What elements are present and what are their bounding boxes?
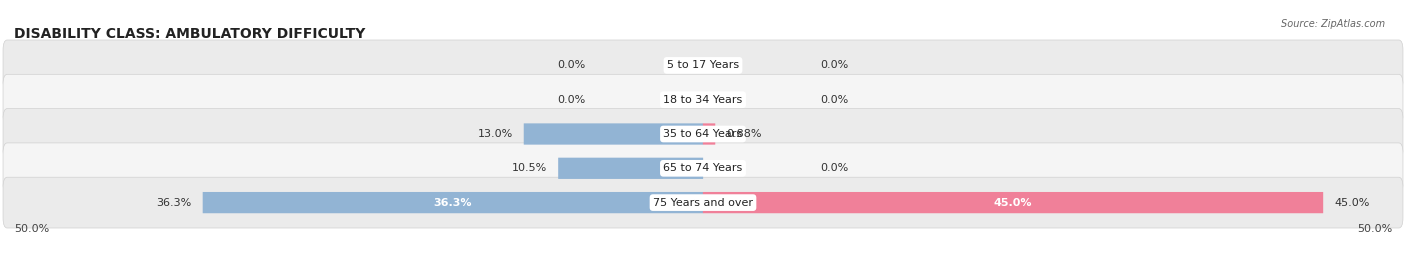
Text: 45.0%: 45.0% bbox=[994, 198, 1032, 208]
Text: 0.88%: 0.88% bbox=[725, 129, 762, 139]
FancyBboxPatch shape bbox=[703, 123, 716, 145]
Text: 65 to 74 Years: 65 to 74 Years bbox=[664, 163, 742, 173]
Text: 0.0%: 0.0% bbox=[558, 60, 586, 70]
Text: 45.0%: 45.0% bbox=[1334, 198, 1369, 208]
Text: 10.5%: 10.5% bbox=[512, 163, 547, 173]
FancyBboxPatch shape bbox=[3, 109, 1403, 159]
Text: 36.3%: 36.3% bbox=[156, 198, 191, 208]
FancyBboxPatch shape bbox=[524, 123, 703, 145]
Text: 75 Years and over: 75 Years and over bbox=[652, 198, 754, 208]
FancyBboxPatch shape bbox=[3, 40, 1403, 91]
FancyBboxPatch shape bbox=[202, 192, 703, 213]
FancyBboxPatch shape bbox=[3, 143, 1403, 194]
Text: 18 to 34 Years: 18 to 34 Years bbox=[664, 95, 742, 105]
Text: 13.0%: 13.0% bbox=[478, 129, 513, 139]
Text: DISABILITY CLASS: AMBULATORY DIFFICULTY: DISABILITY CLASS: AMBULATORY DIFFICULTY bbox=[14, 27, 366, 41]
Text: 35 to 64 Years: 35 to 64 Years bbox=[664, 129, 742, 139]
Text: Source: ZipAtlas.com: Source: ZipAtlas.com bbox=[1281, 19, 1385, 29]
Text: 36.3%: 36.3% bbox=[433, 198, 472, 208]
Text: 0.0%: 0.0% bbox=[820, 163, 848, 173]
Text: 0.0%: 0.0% bbox=[820, 95, 848, 105]
Text: 50.0%: 50.0% bbox=[1357, 224, 1392, 234]
FancyBboxPatch shape bbox=[558, 158, 703, 179]
Text: 50.0%: 50.0% bbox=[14, 224, 49, 234]
FancyBboxPatch shape bbox=[3, 177, 1403, 228]
FancyBboxPatch shape bbox=[703, 192, 1323, 213]
FancyBboxPatch shape bbox=[3, 74, 1403, 125]
Text: 0.0%: 0.0% bbox=[558, 95, 586, 105]
Text: 5 to 17 Years: 5 to 17 Years bbox=[666, 60, 740, 70]
Text: 0.0%: 0.0% bbox=[820, 60, 848, 70]
